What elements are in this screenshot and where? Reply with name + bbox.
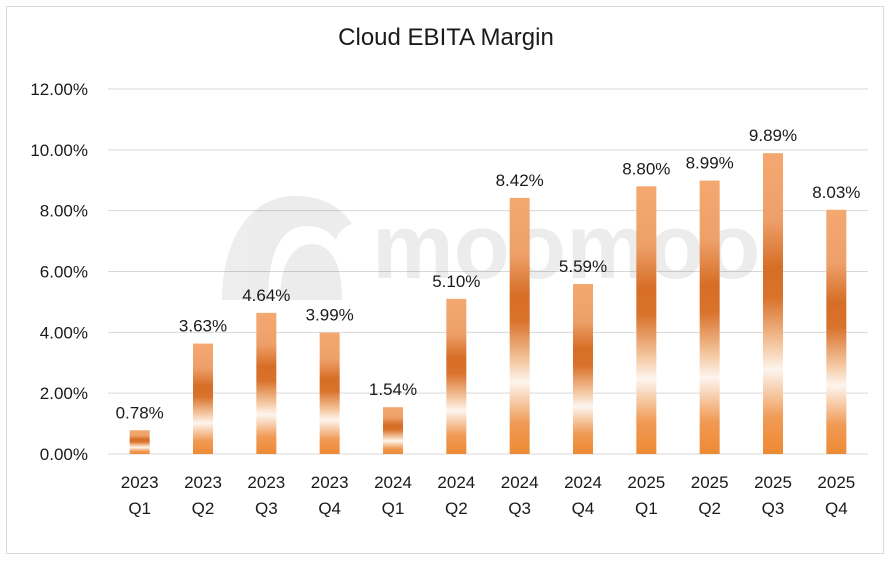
bars xyxy=(129,153,847,455)
x-tick-label-quarter: Q2 xyxy=(192,499,215,518)
x-axis-labels: 2023 Q1 2023 Q2 2023 Q3 2023 Q4 2024 Q1 2024 Q2 2024… xyxy=(121,473,855,518)
bar xyxy=(446,298,467,454)
bar xyxy=(573,283,593,454)
data-label: 8.99% xyxy=(686,154,734,173)
x-tick-label-year: 2023 xyxy=(184,473,222,492)
x-tick-label-quarter: Q4 xyxy=(318,499,341,518)
data-label: 0.78% xyxy=(116,403,164,422)
x-tick-label-quarter: Q2 xyxy=(445,499,468,518)
x-tick-label-year: 2025 xyxy=(627,473,665,492)
data-label: 3.63% xyxy=(179,317,227,336)
data-label: 5.10% xyxy=(432,272,480,291)
x-tick-label-year: 2023 xyxy=(121,473,159,492)
y-tick-label: 0.00% xyxy=(40,445,88,464)
chart-frame xyxy=(6,6,884,554)
gridlines xyxy=(108,88,868,455)
data-label: 9.89% xyxy=(749,126,797,145)
x-tick-label-year: 2023 xyxy=(311,473,349,492)
x-tick-label-year: 2025 xyxy=(691,473,729,492)
data-label: 4.64% xyxy=(242,286,290,305)
y-tick-label: 10.00% xyxy=(30,141,88,160)
x-tick-label-year: 2024 xyxy=(564,473,602,492)
watermark: moomoo xyxy=(222,196,760,300)
x-tick-label-year: 2024 xyxy=(437,473,475,492)
data-label: 8.03% xyxy=(812,183,860,202)
y-tick-label: 4.00% xyxy=(40,323,88,342)
x-tick-label-year: 2024 xyxy=(501,473,539,492)
data-label: 1.54% xyxy=(369,380,417,399)
x-tick-label-quarter: Q1 xyxy=(635,499,658,518)
x-tick-label-quarter: Q3 xyxy=(508,499,531,518)
y-tick-label: 2.00% xyxy=(40,384,88,403)
x-tick-label-year: 2025 xyxy=(817,473,855,492)
bar xyxy=(256,312,277,454)
x-tick-label-quarter: Q1 xyxy=(382,499,405,518)
x-tick-label-quarter: Q3 xyxy=(255,499,278,518)
y-tick-label: 6.00% xyxy=(40,263,88,282)
bar xyxy=(383,407,403,454)
y-axis-labels: 0.00% 2.00% 4.00% 6.00% 8.00% 10.00% 12.00% xyxy=(30,80,88,464)
data-label: 3.99% xyxy=(306,306,354,325)
watermark-text: moomoo xyxy=(372,196,760,298)
chart-title: Cloud EBITA Margin xyxy=(338,24,554,51)
x-tick-label-quarter: Q4 xyxy=(572,499,595,518)
bar xyxy=(763,153,783,454)
x-tick-label-year: 2025 xyxy=(754,473,792,492)
x-tick-label-quarter: Q1 xyxy=(128,499,151,518)
data-label: 8.80% xyxy=(622,159,670,178)
data-labels: 0.78% 3.63% 4.64% 3.99% 1.54% 5.10% 8.42% 5.59%… xyxy=(116,126,861,422)
bar xyxy=(193,343,213,454)
x-tick-label-quarter: Q4 xyxy=(825,499,848,518)
bar xyxy=(636,186,657,455)
x-tick-label-quarter: Q3 xyxy=(762,499,785,518)
moomoo-logo-icon xyxy=(222,196,352,300)
bar xyxy=(699,180,720,454)
bar xyxy=(129,430,150,454)
data-label: 8.42% xyxy=(496,171,544,190)
bar xyxy=(826,209,847,454)
y-tick-label: 12.00% xyxy=(30,80,88,99)
bar xyxy=(319,332,340,454)
x-tick-label-year: 2024 xyxy=(374,473,412,492)
x-tick-label-quarter: Q2 xyxy=(698,499,721,518)
y-tick-label: 8.00% xyxy=(40,202,88,221)
bar xyxy=(509,197,530,454)
data-label: 5.59% xyxy=(559,257,607,276)
x-tick-label-year: 2023 xyxy=(247,473,285,492)
